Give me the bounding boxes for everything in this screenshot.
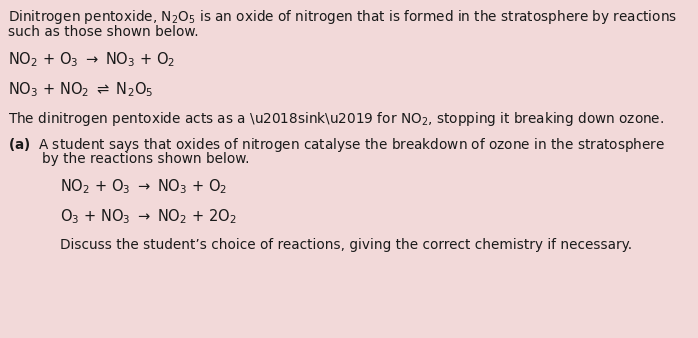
- Text: Discuss the student’s choice of reactions, giving the correct chemistry if neces: Discuss the student’s choice of reaction…: [60, 238, 632, 251]
- Text: $\mathbf{(a)}$  A student says that oxides of nitrogen catalyse the breakdown of: $\mathbf{(a)}$ A student says that oxide…: [8, 136, 665, 153]
- Text: O$_3$ + NO$_3$ $\rightarrow$ NO$_2$ + 2O$_2$: O$_3$ + NO$_3$ $\rightarrow$ NO$_2$ + 2O…: [60, 208, 237, 226]
- Text: by the reactions shown below.: by the reactions shown below.: [42, 152, 249, 166]
- Text: Dinitrogen pentoxide, N$_2$O$_5$ is an oxide of nitrogen that is formed in the s: Dinitrogen pentoxide, N$_2$O$_5$ is an o…: [8, 8, 677, 26]
- Text: The dinitrogen pentoxide acts as a \u2018sink\u2019 for NO$_2$, stopping it brea: The dinitrogen pentoxide acts as a \u201…: [8, 110, 664, 128]
- Text: NO$_2$ + O$_3$ $\rightarrow$ NO$_3$ + O$_2$: NO$_2$ + O$_3$ $\rightarrow$ NO$_3$ + O$…: [8, 50, 175, 69]
- Text: NO$_2$ + O$_3$ $\rightarrow$ NO$_3$ + O$_2$: NO$_2$ + O$_3$ $\rightarrow$ NO$_3$ + O$…: [60, 177, 227, 196]
- Text: NO$_3$ + NO$_2$ $\rightleftharpoons$ N$_2$O$_5$: NO$_3$ + NO$_2$ $\rightleftharpoons$ N$_…: [8, 80, 154, 99]
- Text: such as those shown below.: such as those shown below.: [8, 24, 199, 39]
